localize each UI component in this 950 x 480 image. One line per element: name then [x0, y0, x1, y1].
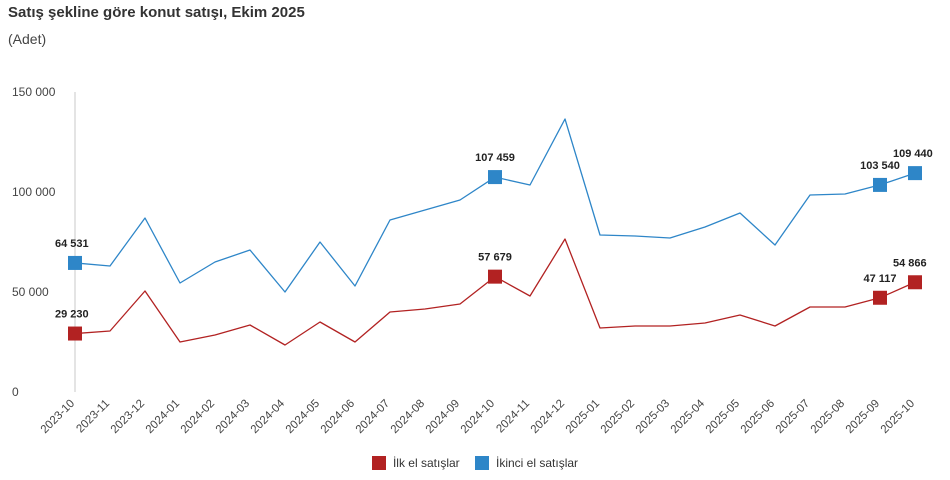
data-label: 103 540	[860, 160, 900, 172]
data-marker	[488, 269, 502, 284]
x-tick-label: 2024-01	[144, 398, 182, 436]
legend-item-second-hand: İkinci el satışlar	[475, 456, 578, 470]
series-line-1	[74, 118, 916, 293]
x-tick-label: 2024-06	[319, 398, 357, 436]
data-label: 54 866	[893, 257, 927, 269]
data-marker	[68, 255, 82, 270]
y-tick-label: 150 000	[12, 85, 56, 99]
x-tick-label: 2024-02	[179, 398, 217, 436]
x-tick-label: 2025-10	[879, 398, 917, 436]
x-tick-label: 2023-10	[39, 398, 77, 436]
data-marker	[873, 290, 887, 305]
x-tick-label: 2025-01	[564, 398, 602, 436]
x-tick-label: 2024-08	[389, 398, 427, 436]
x-tick-label: 2025-06	[739, 398, 777, 436]
legend-swatch-second-hand	[475, 456, 489, 470]
legend-label-first-hand: İlk el satışlar	[392, 456, 460, 470]
x-tick-label: 2025-04	[669, 397, 708, 436]
x-tick-label: 2023-11	[74, 398, 112, 436]
x-tick-label: 2025-03	[634, 398, 672, 436]
legend-item-first-hand: İlk el satışlar	[371, 456, 460, 470]
x-tick-label: 2025-05	[704, 398, 742, 436]
data-label: 47 117	[863, 273, 896, 285]
data-marker	[908, 166, 922, 181]
x-tick-label: 2024-07	[354, 398, 392, 436]
data-label: 64 531	[55, 238, 89, 250]
line-chart: 0 50 000 100 000 150 000 2023-102023-112023-…	[12, 85, 933, 436]
data-marker	[68, 326, 82, 341]
chart-subtitle: (Adet)	[8, 31, 47, 47]
x-tick-label: 2025-02	[599, 398, 637, 436]
legend: İlk el satışlar İkinci el satışlar	[0, 456, 950, 473]
x-tick-label: 2024-05	[284, 398, 322, 436]
legend-swatch-first-hand	[371, 456, 386, 470]
data-marker	[908, 275, 922, 290]
x-tick-label: 2025-09	[844, 398, 882, 436]
x-tick-label: 2025-07	[774, 398, 812, 436]
x-tick-label: 2024-09	[424, 398, 462, 436]
x-tick-label: 2024-11	[494, 398, 532, 436]
data-marker	[873, 177, 887, 192]
y-tick-label: 50 000	[12, 285, 49, 299]
x-tick-label: 2024-03	[214, 398, 252, 436]
legend-label-second-hand: İkinci el satışlar	[496, 456, 579, 470]
data-label: 109 440	[893, 148, 933, 160]
chart-title: Satış şekline göre konut satışı, Ekim 20…	[8, 4, 305, 21]
data-label: 107 459	[475, 152, 515, 164]
y-tick-label: 0	[12, 385, 19, 399]
x-tick-label: 2024-10	[459, 398, 497, 436]
x-tick-label: 2023-12	[109, 398, 147, 436]
x-tick-label: 2025-08	[809, 398, 847, 436]
data-marker	[488, 170, 502, 185]
data-label: 29 230	[55, 309, 89, 321]
x-tick-label: 2024-04	[249, 397, 288, 436]
data-label: 57 679	[478, 252, 512, 264]
x-tick-label: 2024-12	[529, 398, 567, 436]
y-tick-label: 100 000	[12, 185, 56, 199]
